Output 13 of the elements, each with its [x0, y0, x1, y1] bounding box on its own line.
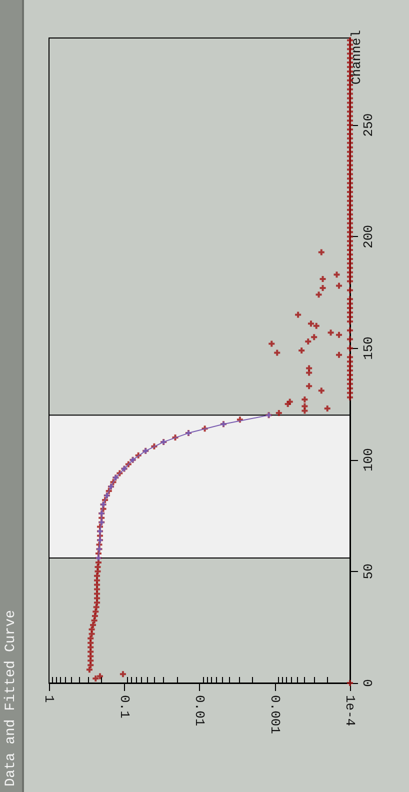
- x-tick-label: 1e-4: [342, 695, 358, 726]
- y-tick-label: 200: [361, 224, 376, 248]
- text: Data and Fitted Curve: [3, 610, 19, 786]
- x-tick-label: 0.01: [192, 695, 207, 726]
- x-tick-label: 1: [42, 695, 56, 703]
- y-tick-label: 150: [361, 336, 376, 360]
- x-tick-label: 0.001: [267, 695, 282, 734]
- y-tick-label: 250: [361, 113, 376, 137]
- y-tick-label: 100: [361, 448, 376, 472]
- y-axis-title: Channel: [349, 30, 364, 85]
- x-tick-label: 0.1: [116, 695, 132, 719]
- y-tick-label: 0: [361, 679, 376, 687]
- y-tick-label: 50: [361, 564, 376, 580]
